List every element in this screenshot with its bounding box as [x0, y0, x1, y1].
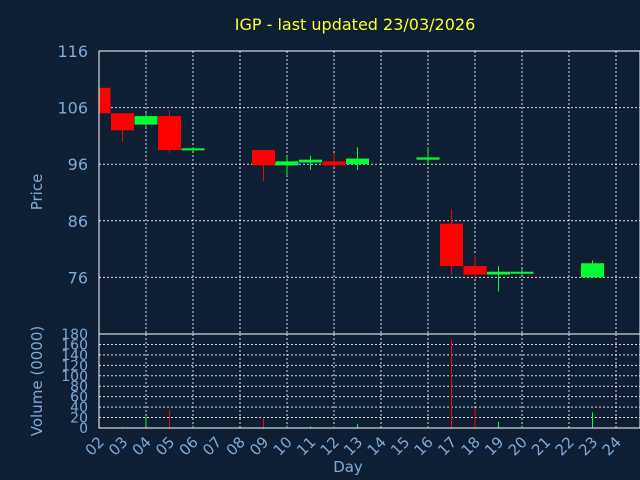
volume-tick-label: 0 — [79, 421, 88, 437]
price-gridlines — [99, 51, 640, 334]
volume-axis-title: Volume (0000) — [28, 326, 46, 436]
volume-tick-label: 100 — [61, 369, 88, 385]
price-tick-label: 116 — [57, 42, 88, 61]
candle-body — [111, 113, 134, 131]
candle-body — [463, 266, 487, 275]
x-axis-title: Day — [333, 458, 363, 476]
volume-tick-label: 40 — [70, 400, 88, 416]
candle-body — [510, 271, 534, 274]
candle-body — [158, 116, 181, 151]
price-tick-label: 86 — [68, 212, 88, 231]
candle-body — [134, 116, 158, 125]
volume-tick-label: 140 — [61, 348, 88, 364]
price-candles — [98, 87, 604, 292]
price-tick-label: 106 — [57, 99, 88, 118]
price-tick-labels: 116 106 96 86 76 — [57, 42, 88, 287]
candle-body — [275, 161, 299, 166]
volume-tick-label: 20 — [70, 411, 88, 427]
volume-tick-label: 180 — [61, 327, 88, 343]
volume-tick-label: 80 — [70, 379, 88, 395]
volume-tick-label: 120 — [61, 358, 88, 374]
candle-body — [346, 158, 369, 165]
price-panel: 116 106 96 86 76 — [57, 42, 640, 335]
chart-title: IGP - last updated 23/03/2026 — [235, 15, 476, 34]
candle-body — [99, 87, 111, 114]
volume-plot-frame — [98, 333, 640, 429]
candle-body — [440, 223, 463, 267]
price-tick-label: 76 — [68, 268, 88, 287]
price-tick-label: 96 — [68, 155, 88, 174]
candle-body — [181, 148, 205, 151]
candle-body — [416, 157, 440, 160]
price-axis-title: Price — [28, 174, 46, 211]
candle-body — [299, 159, 322, 163]
candle-body — [581, 263, 604, 278]
day-tick-labels: 0203040506070809101112131415161718192021… — [82, 433, 625, 459]
candle-body — [487, 271, 510, 275]
candle-body — [252, 150, 275, 166]
volume-tick-label: 160 — [61, 337, 88, 353]
candle-body — [322, 161, 346, 166]
volume-tick-label: 60 — [70, 390, 88, 406]
